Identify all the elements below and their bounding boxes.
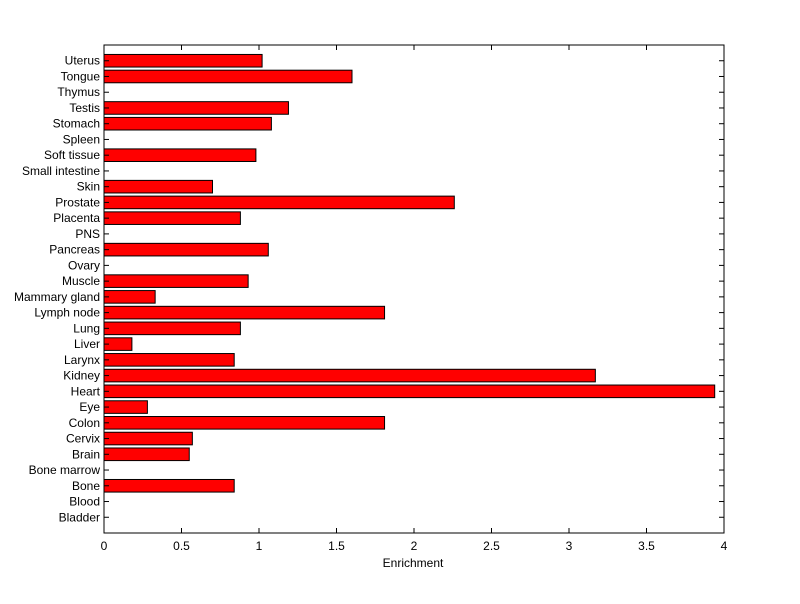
y-tick-label: Skin [77,180,100,194]
y-tick-label: Muscle [62,274,100,288]
y-tick-label: Prostate [55,195,100,209]
y-tick-label: Liver [74,337,100,351]
x-tick-label: 2 [411,539,418,553]
x-axis-ticks: 0 0.5 1 1.5 2 2.5 3 3.5 4 [101,45,728,553]
bar-bone [103,478,235,493]
bar-uterus [103,53,263,68]
y-tick-label: Kidney [63,369,100,383]
bar-cervix [103,431,193,446]
x-tick-label: 2.5 [483,539,500,553]
x-tick-label: 0 [101,539,108,553]
x-tick-label: 4 [721,539,728,553]
x-axis-label: Enrichment [383,556,444,570]
bar-eye [103,400,148,414]
y-tick-label: Bone marrow [29,463,101,477]
x-tick-label: 3.5 [638,539,655,553]
y-tick-label: Pancreas [49,243,100,257]
bar-lung [103,321,241,336]
x-tick-label: 1.5 [328,539,345,553]
y-tick-label: Stomach [53,117,100,131]
y-tick-label: Bladder [59,510,100,524]
plot-frame [103,44,725,534]
bar-soft-tissue [103,148,257,162]
y-tick-label: Lymph node [34,306,100,320]
bar-kidney [103,368,596,383]
y-tick-label: PNS [75,227,100,241]
bar-mammary-gland [103,290,156,304]
y-tick-label: Testis [69,101,100,115]
y-tick-label: Heart [71,384,101,398]
y-tick-label: Uterus [65,54,100,68]
bar-muscle [103,274,249,288]
x-tick-label: 1 [256,539,263,553]
bar-brain [103,447,190,462]
y-tick-label: Brain [72,447,100,461]
bar-placenta [103,211,241,225]
bar-pancreas [103,242,269,257]
y-tick-label: Lung [73,321,100,335]
bar-skin [103,179,213,194]
bar-tongue [103,69,353,84]
y-tick-label: Soft tissue [44,148,100,162]
y-tick-label: Spleen [63,132,100,146]
y-tick-label: Mammary gland [14,290,100,304]
y-tick-label: Blood [69,495,100,509]
y-tick-label: Thymus [57,85,100,99]
y-tick-label: Ovary [68,258,100,272]
x-tick-label: 0.5 [173,539,190,553]
bar-stomach [103,116,272,131]
bar-prostate [103,195,455,210]
bar-testis [103,101,289,115]
y-tick-label: Colon [69,416,100,430]
bar-colon [103,416,386,430]
y-tick-label: Larynx [64,353,100,367]
y-tick-label: Placenta [53,211,100,225]
y-tick-label: Small intestine [22,164,100,178]
bar-lymph-node [103,305,386,320]
y-tick-label: Tongue [61,69,101,83]
bar-larynx [103,353,235,367]
y-tick-label: Cervix [66,432,100,446]
y-tick-label: Eye [79,400,100,414]
bar-heart [103,384,716,399]
x-tick-label: 3 [566,539,573,553]
y-tick-label: Bone [72,479,100,493]
